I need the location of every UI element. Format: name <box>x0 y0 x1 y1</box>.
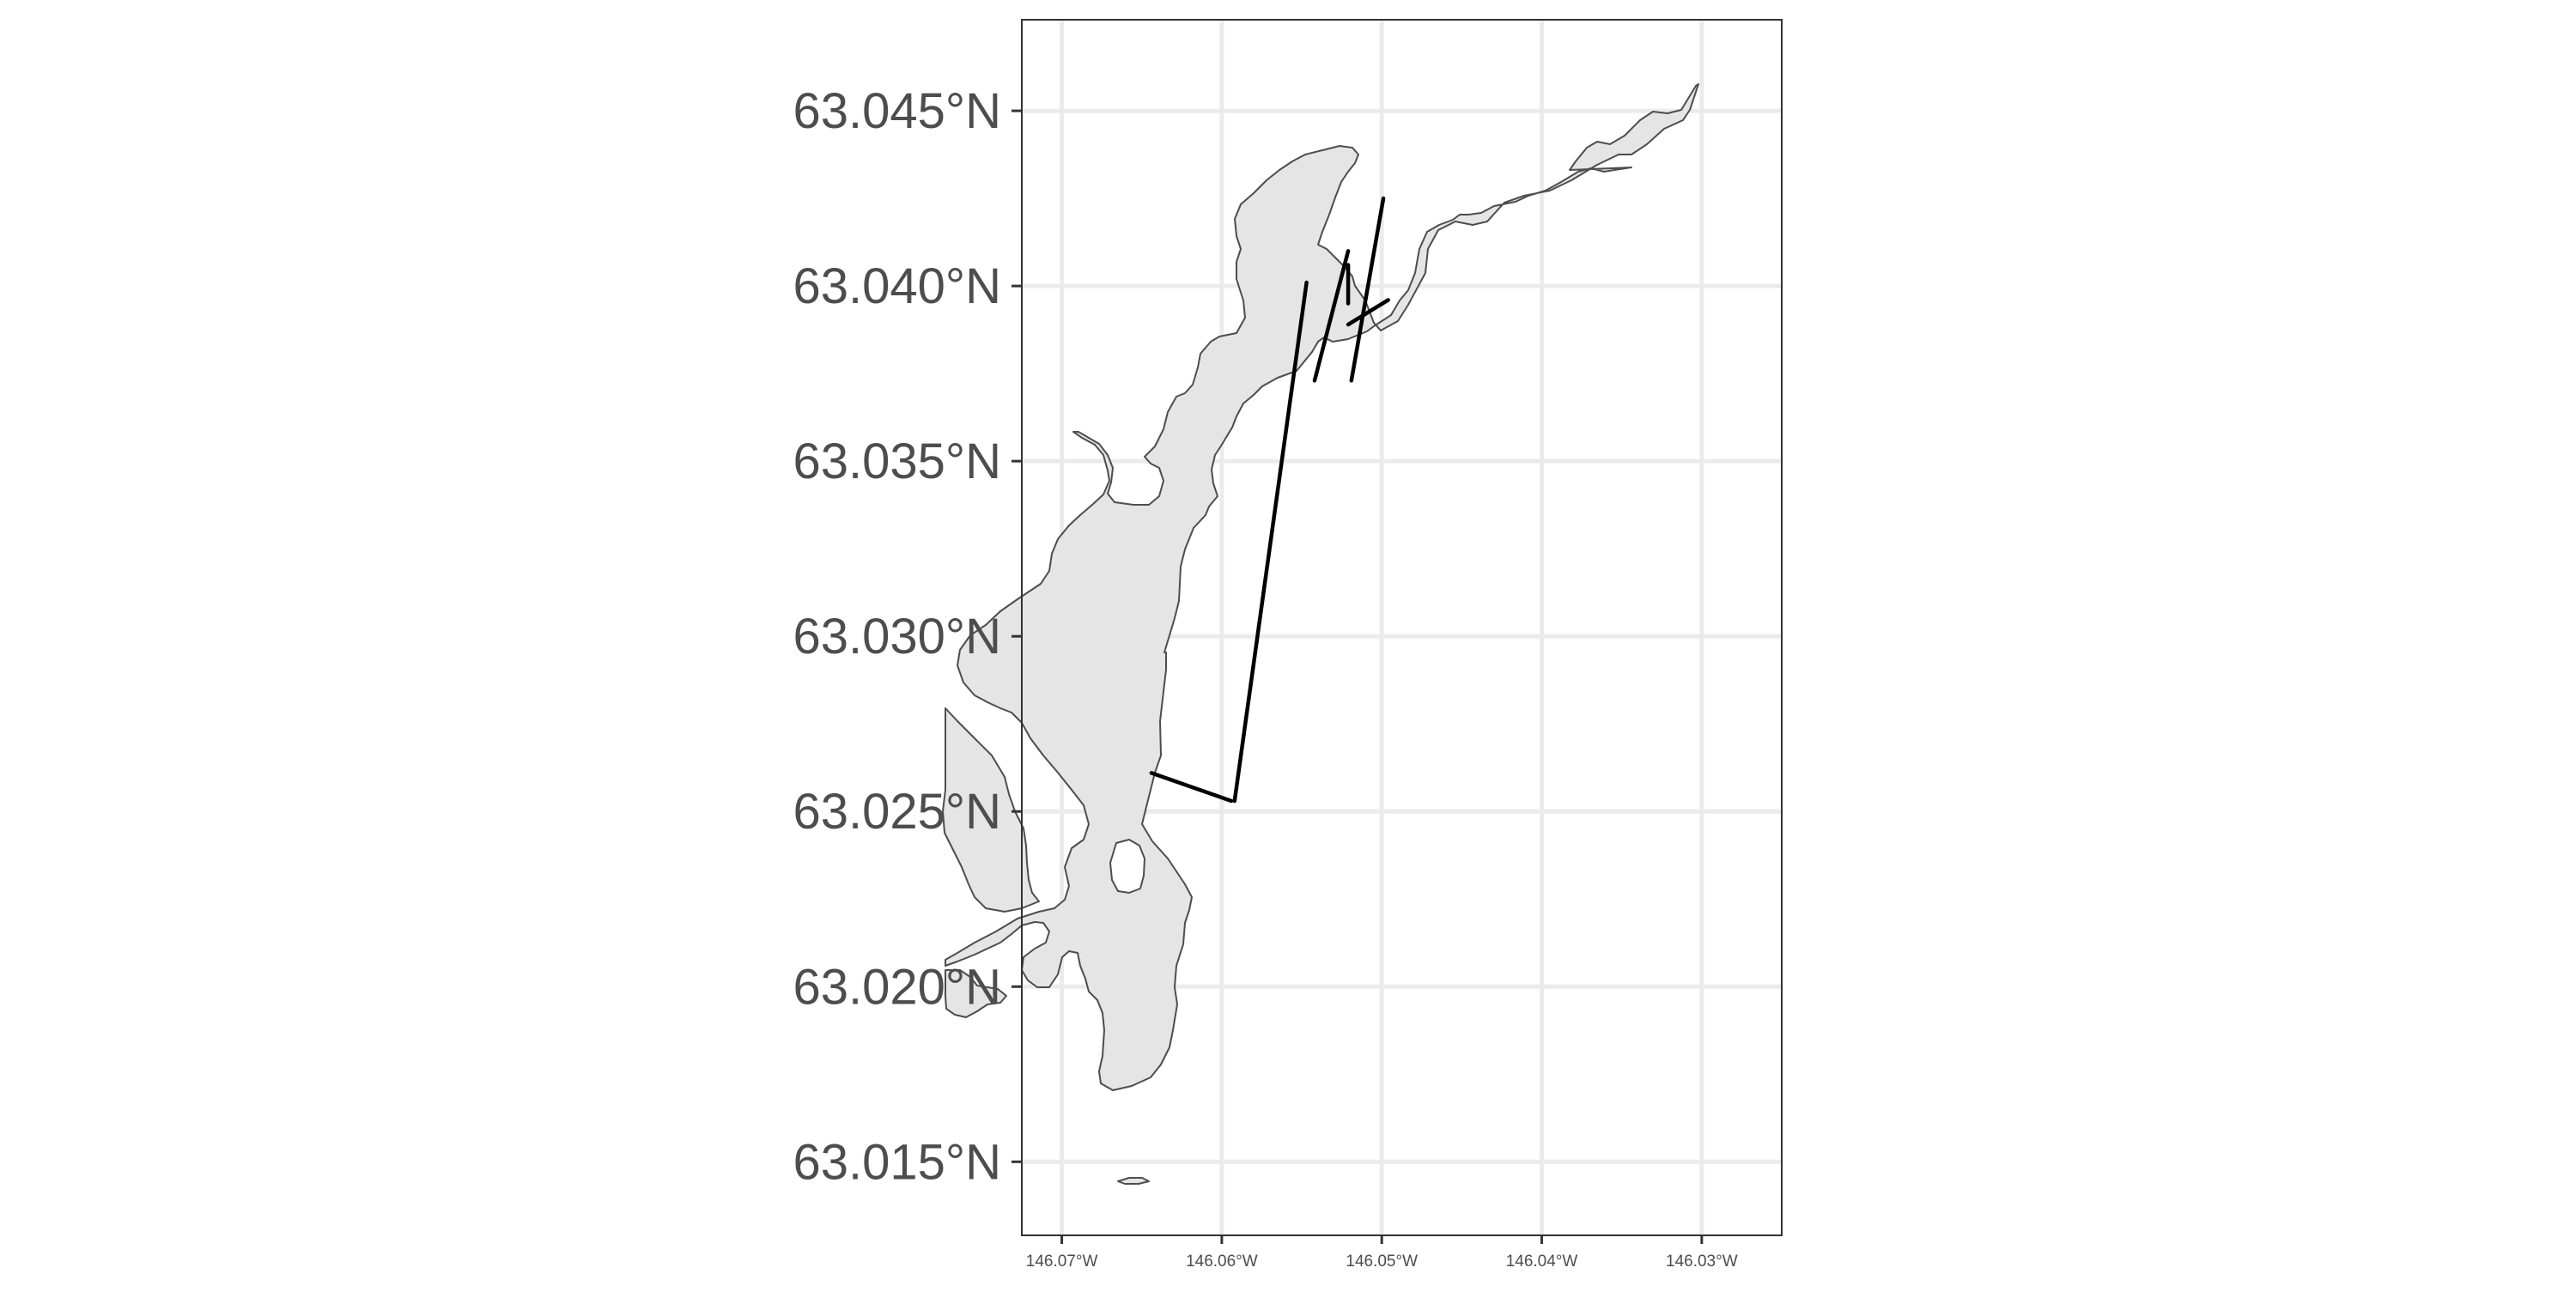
x-tick-label: 146.06°W <box>1186 1253 1258 1271</box>
transect-line <box>1349 196 1386 383</box>
transect-line <box>1346 298 1390 327</box>
panel-border <box>1021 19 1783 1236</box>
lake-island <box>1109 839 1145 894</box>
transect-layer <box>1149 196 1390 804</box>
lake-main-body <box>945 83 1699 1091</box>
lake-layer <box>942 83 1699 1185</box>
x-tick-label: 146.07°W <box>1026 1253 1098 1271</box>
x-tick-label: 146.04°W <box>1506 1253 1578 1271</box>
y-tick-label: 63.045°N <box>793 83 1001 139</box>
y-tick-label: 63.025°N <box>793 784 1001 840</box>
y-tick-label: 63.040°N <box>793 258 1001 314</box>
transect-line <box>1312 249 1351 383</box>
y-tick-label: 63.030°N <box>793 609 1001 664</box>
lake-southwest-arm <box>945 969 1007 1018</box>
x-tick-label: 146.03°W <box>1666 1253 1738 1271</box>
y-tick-label: 63.020°N <box>793 959 1001 1015</box>
x-tick-label: 146.05°W <box>1346 1253 1418 1271</box>
axes: 63.045°N 63.040°N 63.035°N 63.030°N 63.025°N… <box>793 83 1738 1271</box>
y-tick-label: 63.035°N <box>793 434 1001 489</box>
transect-line <box>1149 771 1234 804</box>
small-pond <box>1117 1177 1150 1185</box>
transect-line <box>1232 280 1309 804</box>
y-tick-label: 63.015°N <box>793 1134 1001 1190</box>
lake-west-arm <box>942 707 1040 913</box>
